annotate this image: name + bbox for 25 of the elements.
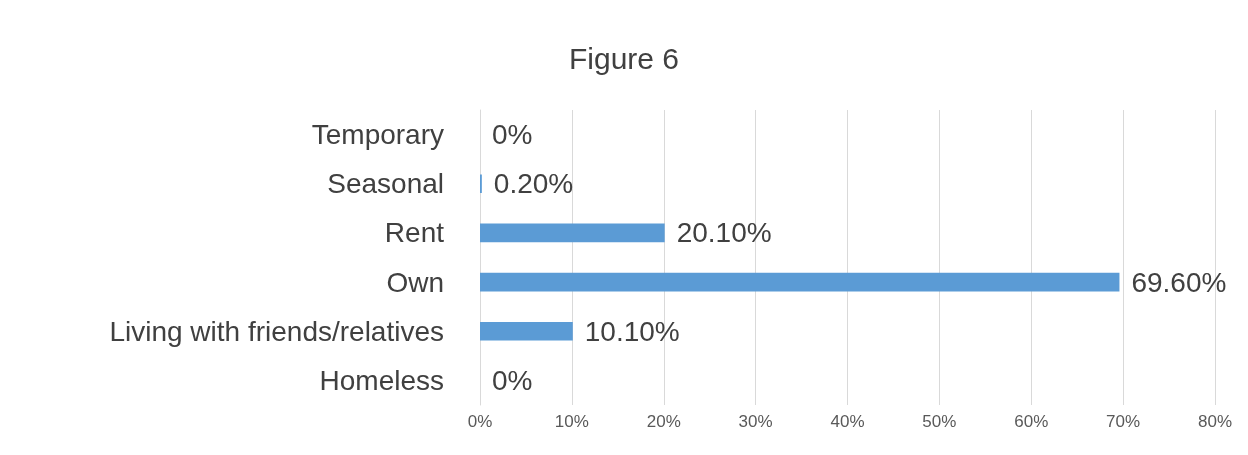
data-label: 69.60%: [1131, 266, 1227, 298]
x-tick-label: 0%: [467, 412, 493, 431]
y-tick-label: Rent: [384, 217, 445, 249]
x-tick-label: 30%: [738, 412, 773, 431]
y-tick-label: Temporary: [311, 119, 444, 151]
y-tick-label: Living with friends/relatives: [109, 315, 444, 347]
x-tick-label: 10%: [554, 412, 589, 431]
data-label: 0%: [492, 364, 533, 396]
x-tick-label: 80%: [1197, 412, 1233, 431]
x-tick-label: 60%: [1014, 412, 1049, 431]
y-tick-label: Seasonal: [327, 168, 444, 200]
x-tick-label: 50%: [922, 412, 957, 431]
x-tick-label: 40%: [830, 412, 865, 431]
data-label: 10.10%: [584, 315, 680, 347]
bar: [480, 321, 573, 341]
data-label: 0.20%: [493, 168, 574, 200]
bar: [480, 223, 665, 243]
y-tick-label: Own: [386, 266, 444, 298]
data-label: 0%: [492, 119, 533, 151]
x-tick-label: 20%: [646, 412, 681, 431]
chart-title: Figure 6: [568, 41, 680, 75]
y-tick-label: Homeless: [319, 364, 444, 396]
bar: [480, 272, 1120, 292]
x-tick-label: 70%: [1106, 412, 1141, 431]
data-label: 20.10%: [676, 217, 772, 249]
